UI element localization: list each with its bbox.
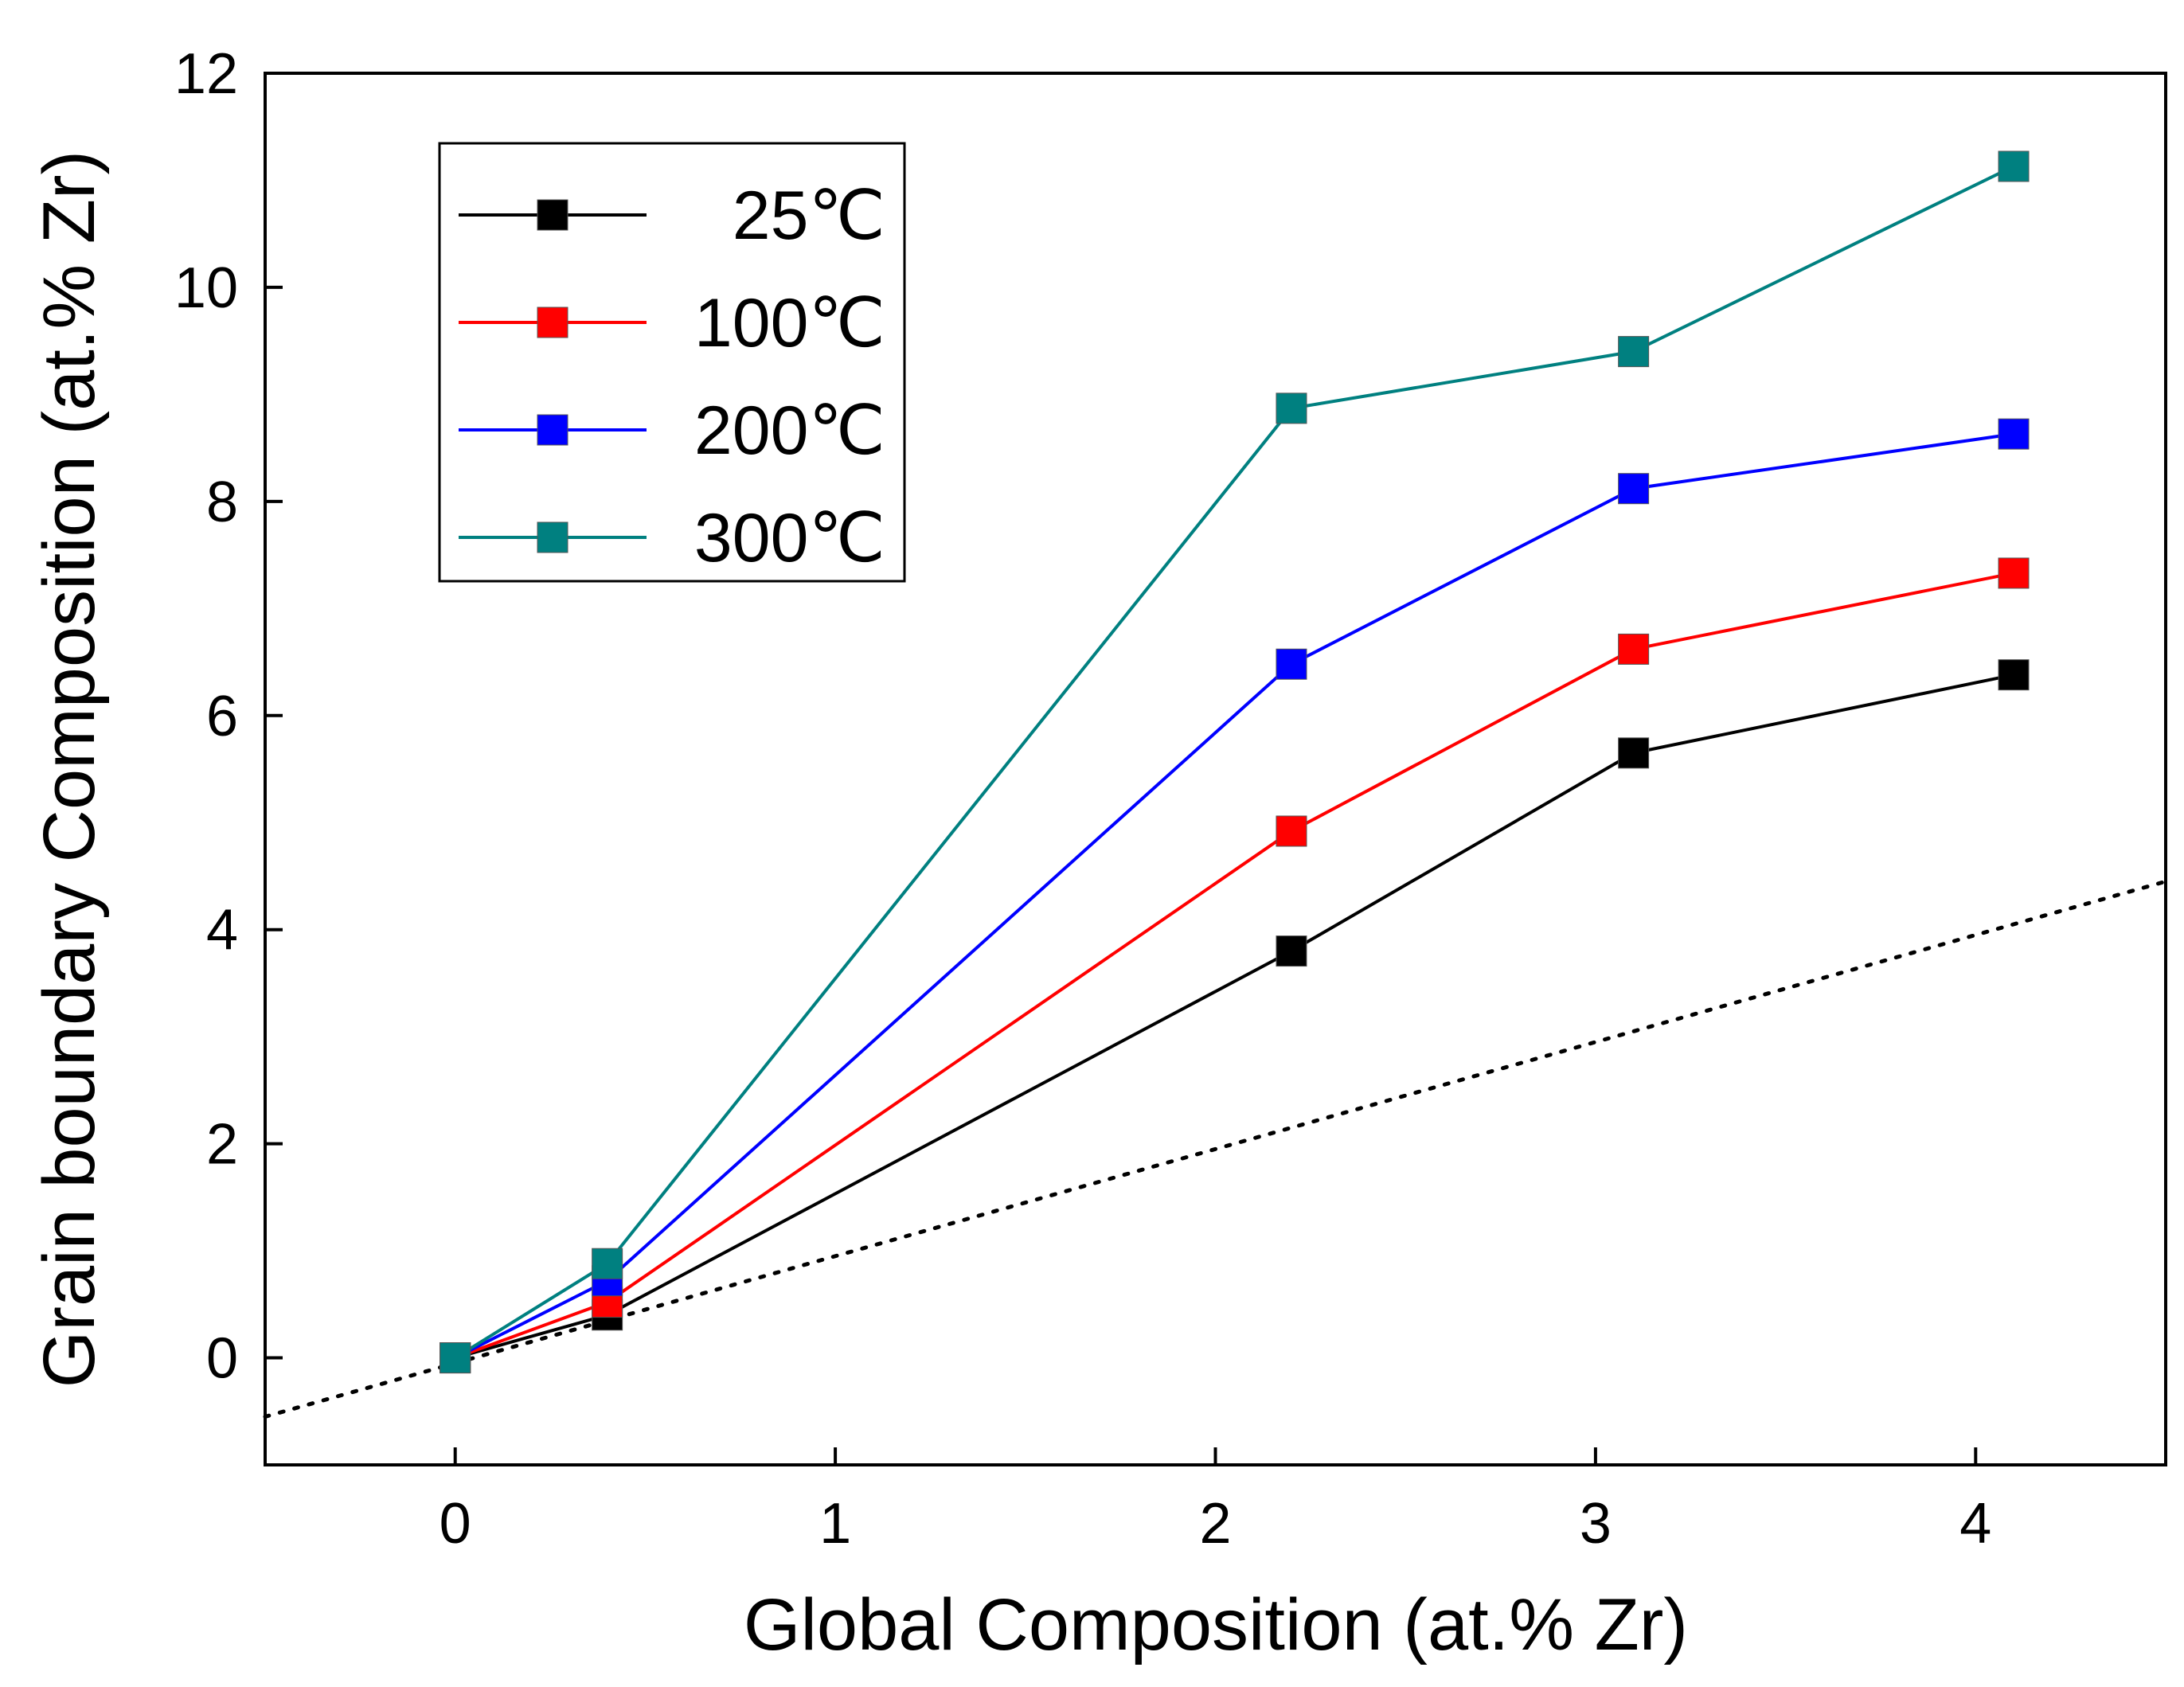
x-tick-label: 0 bbox=[440, 1492, 471, 1556]
data-point-series-0 bbox=[1998, 659, 2030, 691]
legend-marker bbox=[537, 199, 568, 231]
x-tick-label: 3 bbox=[1580, 1492, 1612, 1556]
legend-marker bbox=[537, 414, 568, 446]
data-point-series-3 bbox=[440, 1342, 471, 1374]
series-line-1 bbox=[455, 571, 2014, 1360]
x-tick-label: 1 bbox=[819, 1492, 851, 1556]
y-axis-ticks: 0 2 4 6 8 10 12 bbox=[174, 42, 283, 1391]
legend-label: 25℃ bbox=[733, 178, 885, 254]
x-axis-ticks: 0 1 2 3 4 bbox=[440, 1447, 1991, 1556]
legend-label: 100℃ bbox=[694, 285, 885, 361]
y-tick-label: 4 bbox=[206, 899, 238, 963]
legend: 25℃ 100℃ 200℃ 300℃ bbox=[438, 142, 906, 583]
y-tick-label: 2 bbox=[206, 1113, 238, 1177]
data-point-series-2 bbox=[1276, 648, 1307, 680]
data-point-series-2 bbox=[1998, 418, 2030, 450]
data-point-series-1 bbox=[1618, 633, 1650, 665]
data-point-series-1 bbox=[1998, 557, 2030, 589]
series-line-0 bbox=[455, 673, 2014, 1360]
data-point-series-2 bbox=[1618, 473, 1650, 505]
data-point-series-3 bbox=[1618, 336, 1650, 368]
data-point-series-3 bbox=[1998, 150, 2030, 182]
x-tick-label: 4 bbox=[1959, 1492, 1991, 1556]
y-axis-title: Grain boundary Composition (at.% Zr) bbox=[29, 150, 110, 1388]
reference-line-layer bbox=[263, 879, 2168, 1419]
data-point-series-3 bbox=[1276, 392, 1307, 424]
series-layer bbox=[440, 150, 2030, 1374]
x-tick-label: 2 bbox=[1199, 1492, 1231, 1556]
data-point-series-3 bbox=[592, 1248, 623, 1279]
x-axis-title: Global Composition (at.% Zr) bbox=[744, 1584, 1688, 1666]
y-tick-label: 6 bbox=[206, 685, 238, 748]
reference-dotted-line bbox=[263, 879, 2168, 1419]
data-point-series-0 bbox=[1276, 935, 1307, 967]
legend-marker bbox=[537, 521, 568, 553]
y-tick-label: 10 bbox=[174, 256, 238, 320]
y-tick-label: 8 bbox=[206, 471, 238, 534]
legend-marker bbox=[537, 307, 568, 338]
y-tick-label: 12 bbox=[174, 42, 238, 106]
y-tick-label: 0 bbox=[206, 1327, 238, 1391]
legend-label: 300℃ bbox=[694, 500, 885, 576]
legend-label: 200℃ bbox=[694, 392, 885, 469]
data-point-series-0 bbox=[1618, 737, 1650, 769]
data-point-series-1 bbox=[1276, 815, 1307, 847]
